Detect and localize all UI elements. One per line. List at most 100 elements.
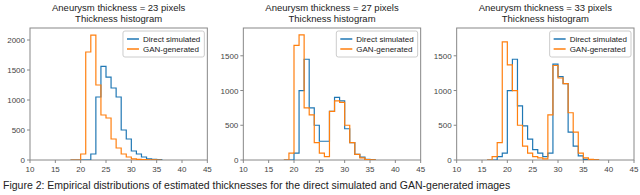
x-tick-label: 40 [178,165,187,174]
x-tick [268,160,269,163]
x-tick [370,160,371,163]
x-tick-label: 10 [452,165,461,174]
y-tick-label: 500 [438,121,452,130]
subtitle: Thickness histogram [502,13,589,24]
legend: Direct simulatedGAN-generated [550,31,631,57]
x-tick [608,160,609,163]
y-tick-label: 1000 [7,96,25,105]
title: Aneurysm thickness = 23 pixels [52,2,186,13]
x-tick-label: 15 [51,165,60,174]
x-tick [395,160,396,163]
y-tick-label: 0 [21,156,26,165]
x-tick [106,160,107,163]
legend-swatch [127,48,139,50]
y-tick [27,100,30,101]
x-tick [80,160,81,163]
legend-label: GAN-generated [570,45,626,54]
y-tick [27,70,30,71]
legend-label: GAN-generated [356,45,412,54]
y-tick-label: 1500 [434,52,452,61]
x-tick [507,160,508,163]
y-tick [27,40,30,41]
plot-frame [243,28,420,160]
y-tick [27,130,30,131]
title: Aneurysm thickness = 33 pixels [479,2,613,13]
legend-label: Direct simulated [143,35,200,44]
figure: Aneurysm thickness = 23 pixels Thickness … [0,0,640,195]
plot-frame [30,28,207,160]
plot-area [487,42,598,160]
x-tick [294,160,295,163]
y-tick-label: 1500 [7,66,25,75]
x-tick-label: 45 [630,165,639,174]
x-tick-label: 40 [391,165,400,174]
legend-swatch [554,38,566,40]
legend: Direct simulatedGAN-generated [336,31,417,57]
legend-swatch [340,48,352,50]
legend: Direct simulatedGAN-generated [123,31,204,57]
y-tick-label: 2000 [7,36,25,45]
y-tick [454,90,457,91]
legend-swatch [554,48,566,50]
x-tick-label: 45 [203,165,212,174]
x-tick [55,160,56,163]
x-tick-label: 25 [315,165,324,174]
y-tick-label: 1000 [221,87,239,96]
x-tick [558,160,559,163]
x-tick [456,160,457,163]
panel: Aneurysm thickness = 27 pixelsThickness … [221,2,426,174]
x-tick [482,160,483,163]
x-tick [243,160,244,163]
step-line [487,59,598,160]
legend-label: Direct simulated [356,35,413,44]
x-tick [344,160,345,163]
y-tick [454,55,457,56]
x-tick-label: 20 [76,165,85,174]
x-tick [532,160,533,163]
legend-swatch [127,38,139,40]
x-tick-label: 10 [239,165,248,174]
step-line [487,42,598,160]
x-tick-label: 15 [478,165,487,174]
x-tick-label: 45 [416,165,425,174]
y-tick-label: 0 [234,156,239,165]
x-tick-label: 20 [503,165,512,174]
y-tick-label: 1500 [221,52,239,61]
y-tick-label: 0 [447,156,452,165]
x-tick-label: 30 [340,165,349,174]
x-tick [634,160,635,163]
x-tick-label: 25 [102,165,111,174]
legend-swatch [340,38,352,40]
x-tick [583,160,584,163]
y-tick-label: 1000 [434,87,452,96]
legend-label: GAN-generated [143,45,199,54]
caption: Figure 2: Empirical distributions of est… [3,179,510,191]
y-tick [240,90,243,91]
x-tick-label: 15 [264,165,273,174]
plot-frame [457,28,634,160]
legend-label: Direct simulated [570,35,627,44]
y-tick-label: 500 [12,126,26,135]
x-tick [30,160,31,163]
background [0,0,640,195]
x-tick-label: 20 [290,165,299,174]
x-tick-label: 30 [127,165,136,174]
x-tick [182,160,183,163]
x-tick [319,160,320,163]
x-tick-label: 35 [152,165,161,174]
x-tick-label: 10 [26,165,35,174]
x-tick [207,160,208,163]
legend-box [336,31,417,57]
x-tick-label: 25 [528,165,537,174]
panel: Aneurysm thickness = 23 pixelsThickness … [7,2,212,174]
title: Aneurysm thickness = 27 pixels [265,2,399,13]
x-tick [420,160,421,163]
subtitle: Thickness histogram [288,13,375,24]
y-tick-label: 500 [225,121,239,130]
x-tick-label: 35 [579,165,588,174]
panel: Aneurysm thickness = 33 pixelsThickness … [434,2,639,174]
y-tick [240,125,243,126]
x-tick [156,160,157,163]
legend-box [123,31,204,57]
y-tick [240,55,243,56]
